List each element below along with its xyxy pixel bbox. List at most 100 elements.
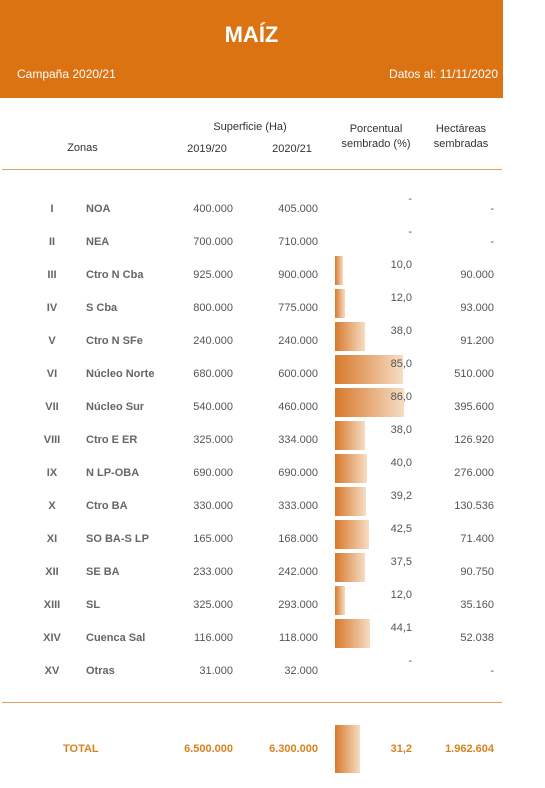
zone-name: NEA <box>86 236 110 248</box>
total-superficie-2019-20: 6.500.000 <box>184 743 233 755</box>
superficie-2019-20: 800.000 <box>193 302 233 314</box>
zone-name: SL <box>86 599 101 611</box>
percent-sown: 38,0 <box>390 424 412 436</box>
column-header-hectareas: Hectáreas <box>435 123 487 135</box>
superficie-2020-21: 168.000 <box>278 533 318 545</box>
zone-name: SO BA-S LP <box>86 533 149 545</box>
hectares-sown: 52.038 <box>460 632 494 644</box>
data-date-label: Datos al: 11/11/2020 <box>389 67 498 81</box>
hectares-sown: 71.400 <box>460 533 494 545</box>
zone-name: Núcleo Sur <box>86 401 145 413</box>
column-header-porcentual: Porcentual <box>349 123 403 135</box>
hectares-sown: 91.200 <box>460 335 494 347</box>
zone-name: Ctro N SFe <box>86 335 143 347</box>
percent-sown: 40,0 <box>390 457 412 469</box>
total-divider <box>2 702 502 703</box>
superficie-2019-20: 233.000 <box>193 566 233 578</box>
percent-sown: 12,0 <box>390 589 412 601</box>
zone-name: Ctro N Cba <box>86 269 144 281</box>
superficie-2019-20: 700.000 <box>193 236 233 248</box>
superficie-2019-20: 680.000 <box>193 368 233 380</box>
column-header-zonas: Zonas <box>67 142 98 154</box>
hectares-sown: 130.536 <box>454 500 494 512</box>
zone-name: Otras <box>86 665 115 677</box>
zone-number: VI <box>46 368 58 380</box>
superficie-2020-21: 460.000 <box>278 401 318 413</box>
hectares-sown: 35.160 <box>460 599 494 611</box>
zone-number: VII <box>45 401 59 413</box>
superficie-2020-21: 334.000 <box>278 434 318 446</box>
percent-bar <box>335 256 343 285</box>
zone-number: IV <box>46 302 58 314</box>
hectares-sown: 90.750 <box>460 566 494 578</box>
zone-number: II <box>48 236 56 248</box>
superficie-2020-21: 32.000 <box>284 665 318 677</box>
percent-bar <box>335 355 403 384</box>
header-divider <box>2 169 502 170</box>
percent-sown: - <box>408 193 412 205</box>
superficie-2020-21: 118.000 <box>279 632 318 644</box>
superficie-2019-20: 690.000 <box>193 467 233 479</box>
percent-sown: 38,0 <box>390 325 412 337</box>
hectares-sown: 510.000 <box>454 368 494 380</box>
zone-name: Ctro BA <box>86 500 128 512</box>
percent-bar <box>335 619 371 648</box>
percent-sown: 37,5 <box>390 556 412 568</box>
zone-number: XI <box>46 533 58 545</box>
total-superficie-2020-21: 6.300.000 <box>269 743 318 755</box>
percent-sown: - <box>408 226 412 238</box>
superficie-2020-21: 900.000 <box>278 269 318 281</box>
superficie-2019-20: 400.000 <box>193 203 233 215</box>
percent-sown: 86,0 <box>390 391 412 403</box>
hectares-sown: 276.000 <box>454 467 494 479</box>
superficie-2019-20: 31.000 <box>199 665 233 677</box>
zone-number: VIII <box>43 434 61 446</box>
total-percent-bar <box>335 725 360 773</box>
zone-number: IX <box>46 467 58 479</box>
percent-bar <box>335 289 345 318</box>
percent-bar <box>335 586 345 615</box>
superficie-2020-21: 333.000 <box>278 500 318 512</box>
hectares-sown: 395.600 <box>454 401 494 413</box>
total-percent: 31,2 <box>390 743 412 755</box>
superficie-2019-20: 330.000 <box>193 500 233 512</box>
superficie-2020-21: 775.000 <box>278 302 318 314</box>
zone-number: XV <box>44 665 60 677</box>
hectares-sown: 90.000 <box>460 269 494 281</box>
zone-name: S Cba <box>86 302 118 314</box>
percent-sown: - <box>408 655 412 667</box>
superficie-2019-20: 925.000 <box>193 269 233 281</box>
total-hectareas: 1.962.604 <box>445 743 494 755</box>
superficie-2020-21: 293.000 <box>278 599 318 611</box>
column-header-2020-21: 2020/21 <box>272 143 312 155</box>
superficie-2019-20: 325.000 <box>193 599 233 611</box>
superficie-2020-21: 690.000 <box>278 467 318 479</box>
zone-number: XIV <box>43 632 61 644</box>
zone-name: Cuenca Sal <box>86 632 146 644</box>
total-label: TOTAL <box>63 743 99 755</box>
campaign-label: Campaña 2020/21 <box>17 67 116 81</box>
zone-name: Núcleo Norte <box>86 368 155 380</box>
percent-sown: 12,0 <box>390 292 412 304</box>
zone-number: X <box>48 500 56 512</box>
superficie-2019-20: 165.000 <box>193 533 233 545</box>
percent-sown: 44,1 <box>390 622 412 634</box>
superficie-2020-21: 710.000 <box>278 236 318 248</box>
zone-number: V <box>48 335 56 347</box>
page-title: MAÍZ <box>224 22 279 47</box>
superficie-2020-21: 405.000 <box>278 203 318 215</box>
hectares-sown: 93.000 <box>460 302 494 314</box>
percent-bar <box>335 322 366 351</box>
zone-number: III <box>47 269 57 281</box>
zone-number: XII <box>45 566 59 578</box>
zone-name: SE BA <box>86 566 120 578</box>
hectares-sown: - <box>490 236 494 248</box>
hectares-sown: 126.920 <box>454 434 494 446</box>
percent-sown: 42,5 <box>390 523 412 535</box>
superficie-2020-21: 240.000 <box>278 335 318 347</box>
superficie-2019-20: 540.000 <box>193 401 233 413</box>
column-header-sembradas: sembradas <box>433 138 489 150</box>
percent-sown: 39,2 <box>390 490 412 502</box>
percent-sown: 85,0 <box>390 358 412 370</box>
zone-name: NOA <box>86 203 111 215</box>
